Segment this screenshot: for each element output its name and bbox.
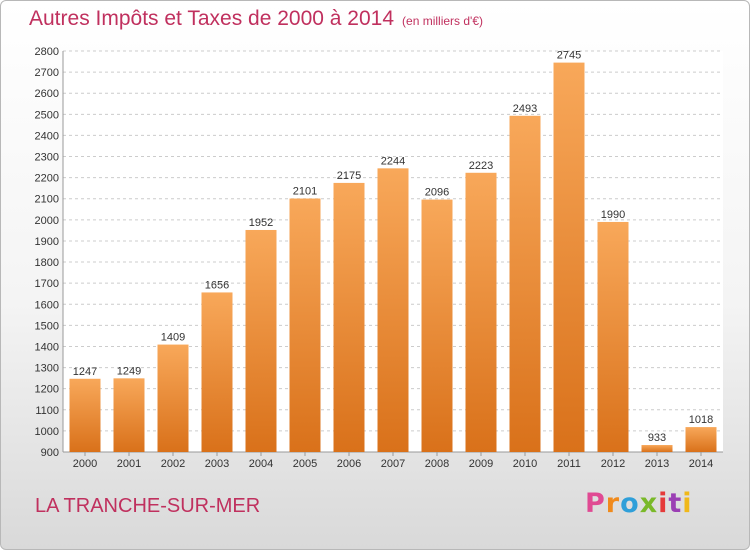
bar (465, 172, 497, 452)
y-tick-label: 900 (41, 447, 59, 459)
logo-letter: r (605, 488, 621, 519)
bar (245, 229, 277, 452)
data-label: 1249 (117, 365, 141, 377)
y-tick-label: 2200 (35, 173, 59, 185)
bar (201, 292, 233, 452)
y-tick-label: 1900 (35, 236, 59, 248)
x-tick-label: 2002 (161, 458, 185, 470)
chart-title-group: Autres Impôts et Taxes de 2000 à 2014 (en… (29, 7, 483, 31)
bar (641, 445, 673, 452)
x-tick-label: 2008 (425, 458, 449, 470)
data-label: 1409 (161, 332, 185, 344)
y-tick-label: 2400 (35, 130, 59, 142)
y-tick-label: 1500 (35, 320, 59, 332)
logo-letter: t (668, 488, 683, 519)
data-label: 2096 (425, 187, 449, 199)
logo-letter: x (639, 488, 659, 519)
data-label: 2175 (337, 170, 361, 182)
y-tick-label: 1300 (35, 363, 59, 375)
logo-letter: i (682, 488, 693, 519)
chart-subtitle: (en milliers d'€) (402, 14, 484, 28)
y-tick-label: 2300 (35, 152, 59, 164)
bar (113, 378, 145, 452)
logo-letter: P (585, 488, 606, 519)
data-label: 1952 (249, 217, 273, 229)
x-tick-label: 2001 (117, 458, 141, 470)
x-tick-label: 2003 (205, 458, 229, 470)
y-tick-label: 2600 (35, 88, 59, 100)
city-name: LA TRANCHE-SUR-MER (35, 495, 261, 517)
bar (553, 62, 585, 452)
bar (597, 221, 629, 452)
x-tick-label: 2007 (381, 458, 405, 470)
chart-title: Autres Impôts et Taxes de 2000 à 2014 (29, 7, 395, 30)
x-tick-label: 2009 (469, 458, 493, 470)
x-tick-label: 2004 (249, 458, 273, 470)
y-tick-label: 2500 (35, 109, 59, 121)
data-label: 1990 (601, 209, 625, 221)
data-label: 2244 (381, 155, 405, 167)
y-tick-label: 2000 (35, 215, 59, 227)
y-tick-label: 1600 (35, 299, 59, 311)
data-label: 1018 (689, 414, 713, 426)
data-label: 1656 (205, 279, 229, 291)
x-tick-label: 2011 (557, 458, 581, 470)
bar (69, 378, 101, 452)
x-tick-label: 2012 (601, 458, 625, 470)
y-tick-label: 1200 (35, 384, 59, 396)
logo-letter: o (620, 488, 640, 519)
x-tick-label: 2006 (337, 458, 361, 470)
data-label: 933 (648, 432, 666, 444)
data-label: 2101 (293, 186, 317, 198)
data-label: 2745 (557, 50, 581, 62)
bar (509, 115, 541, 453)
x-tick-label: 2013 (645, 458, 669, 470)
y-tick-label: 1800 (35, 257, 59, 269)
data-label: 2493 (513, 103, 537, 115)
x-tick-label: 2000 (73, 458, 97, 470)
bar (157, 344, 189, 452)
bar (333, 182, 365, 452)
y-tick-label: 2100 (35, 194, 59, 206)
bar (685, 427, 717, 452)
y-tick-label: 1000 (35, 426, 59, 438)
x-tick-label: 2014 (689, 458, 713, 470)
y-tick-label: 1100 (35, 405, 59, 417)
bar (377, 168, 409, 452)
bar (289, 198, 321, 452)
y-tick-label: 2800 (35, 46, 59, 58)
x-tick-label: 2005 (293, 458, 317, 470)
y-tick-label: 2700 (35, 67, 59, 79)
logo-letter: i (658, 488, 669, 519)
y-tick-label: 1400 (35, 341, 59, 353)
bar (421, 199, 453, 452)
y-tick-label: 1700 (35, 278, 59, 290)
x-tick-label: 2010 (513, 458, 537, 470)
data-label: 1247 (73, 366, 97, 378)
data-label: 2223 (469, 160, 493, 172)
proxiti-logo: Proxiti (585, 488, 693, 519)
